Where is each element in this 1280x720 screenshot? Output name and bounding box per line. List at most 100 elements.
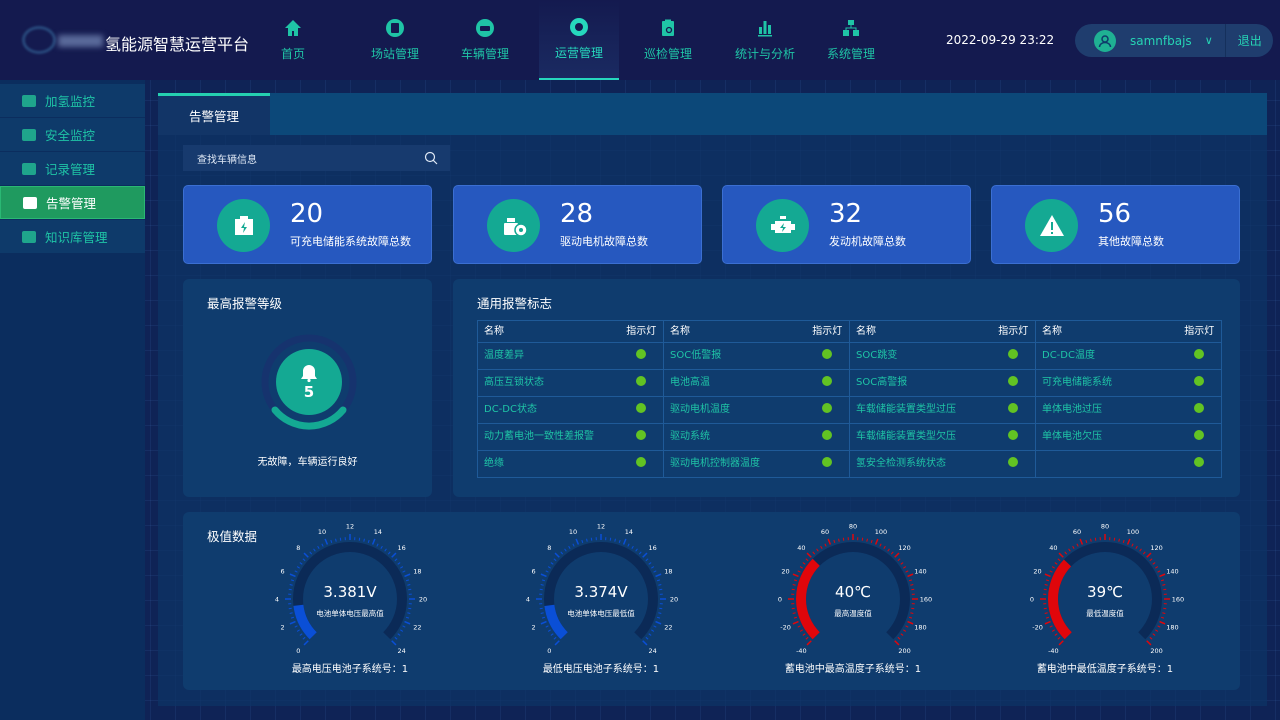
tab-alarm-management[interactable]: 告警管理 [158, 93, 270, 135]
gauge-tick [642, 640, 648, 646]
nav-1[interactable]: 场站管理 [355, 0, 435, 80]
gauge-tick-label: 120 [898, 544, 910, 552]
gauge-tick [805, 636, 809, 640]
app-title: 氢能源智慧运营平台 [105, 35, 250, 54]
gauge-tick-label: -20 [780, 623, 791, 631]
flag-name: 驱动系统 [663, 423, 806, 451]
gauge-tick-label: 20 [670, 596, 678, 604]
fault-count: 32 [829, 199, 863, 229]
gauge-tick-label: 40 [1049, 544, 1057, 552]
gauge-tick-label: 14 [625, 528, 633, 536]
logo-icon [22, 26, 56, 54]
flag-name: 单体电池过压 [1035, 396, 1178, 424]
user-menu[interactable]: samnfbajs ∨ 退出 [1075, 24, 1273, 57]
fault-label: 可充电储能系统故障总数 [290, 235, 411, 248]
gauge-tick [540, 573, 547, 578]
gauge-tick [1146, 640, 1152, 646]
header-lamp: 指示灯 [991, 320, 1036, 343]
gauge-tick-label: 0 [296, 647, 300, 655]
sidebar-item-2[interactable]: 记录管理 [0, 152, 145, 185]
nav-3[interactable]: 运营管理 [539, 0, 619, 80]
gauge-tick [1049, 625, 1053, 628]
gauge-tick [866, 538, 868, 542]
table-row: 温度差异 SOC低警报 SOC跳变 DC-DC温度 [477, 342, 1222, 370]
gauge-tick [883, 545, 886, 549]
gauge-tick [547, 566, 551, 569]
chevron-down-icon[interactable]: ∨ [1204, 34, 1213, 47]
alarm-flags-title: 通用报警标志 [477, 296, 553, 311]
fault-count-card[interactable]: 56 其他故障总数 [991, 185, 1240, 264]
gauge-tick [1045, 579, 1050, 582]
nav-0[interactable]: 首页 [253, 0, 333, 80]
logo-text-blurred [58, 35, 103, 47]
indicator-lamp [1177, 450, 1222, 478]
gauge-tick [1159, 620, 1166, 625]
bell-icon [301, 365, 317, 379]
gauge-fill [1048, 559, 1072, 640]
gauge-tick [907, 573, 914, 578]
username[interactable]: samnfbajs [1130, 33, 1192, 48]
gauge-tick [294, 570, 298, 573]
gauge-tick-label: 160 [1172, 596, 1184, 604]
flag-name: 温度差异 [477, 342, 620, 370]
fault-label: 驱动电机故障总数 [560, 235, 648, 248]
vehicle-search-input[interactable]: 查找车辆信息 [183, 145, 450, 171]
sidebar-item-3[interactable]: 告警管理 [0, 186, 145, 219]
gauge-tick-label: 60 [821, 528, 829, 536]
indicator-lamp [1177, 369, 1222, 397]
gauge-tick [618, 539, 621, 544]
gauge-tick-label: 12 [346, 524, 354, 531]
search-placeholder: 查找车辆信息 [197, 154, 257, 166]
gauge-tick [1068, 548, 1071, 552]
gauge-tick [658, 584, 662, 586]
gauge-tick [805, 558, 809, 562]
books-icon [22, 230, 36, 243]
sidebar-item-4[interactable]: 知识库管理 [0, 220, 145, 253]
gauge-tick [387, 551, 391, 555]
gauge-tick [290, 616, 295, 619]
sidebar-item-1[interactable]: 安全监控 [0, 118, 145, 151]
gauge-tick [547, 629, 551, 632]
gauge-tick-label: 100 [875, 528, 887, 536]
indicator-lamp [991, 423, 1036, 451]
gauge-tick [1072, 545, 1075, 549]
gauge-tick [1085, 539, 1088, 544]
gauge-tick [910, 584, 914, 586]
nav-4[interactable]: 巡检管理 [628, 0, 708, 80]
search-icon[interactable] [424, 151, 438, 165]
gauge-tick-label: 20 [1033, 568, 1041, 576]
fault-count-card[interactable]: 20 可充电储能系统故障总数 [183, 185, 432, 264]
gauge-tick [792, 620, 799, 625]
logout-button[interactable]: 退出 [1237, 34, 1262, 48]
gauge-tick-label: 24 [648, 647, 656, 655]
warning-icon [1025, 199, 1078, 252]
gauge-tick [642, 552, 648, 558]
header-name: 名称 [663, 320, 806, 343]
fault-count-card[interactable]: 28 驱动电机故障总数 [453, 185, 702, 264]
sidebar-item-0[interactable]: 加氢监控 [0, 84, 145, 117]
gauge-value: 40℃ [835, 583, 871, 601]
gauge-tick [553, 558, 557, 562]
fault-count-card[interactable]: 32 发动机故障总数 [722, 185, 971, 264]
gauge-tick [299, 562, 303, 565]
gauge-tick [797, 625, 801, 628]
nav-5[interactable]: 统计与分析 [725, 0, 805, 80]
gauge-tick [907, 620, 914, 625]
alarm-level-title: 最高报警等级 [207, 296, 283, 311]
sidebar: 加氢监控 安全监控 记录管理 告警管理 知识库管理 [0, 80, 145, 720]
gauge-tick [653, 570, 657, 573]
nav-6[interactable]: 系统管理 [811, 0, 891, 80]
gauge-tick [1149, 636, 1153, 640]
gauge-tick [905, 625, 909, 628]
indicator-lamp [619, 342, 664, 370]
gauge-tick [324, 538, 329, 545]
gauge-tick [541, 579, 546, 582]
nav-2[interactable]: 车辆管理 [445, 0, 525, 80]
gauge-tick [1135, 545, 1138, 549]
gauge-tick [404, 620, 411, 625]
gauge-tick [648, 562, 652, 565]
indicator-lamp [805, 396, 850, 424]
gauge-tick [806, 640, 812, 646]
flag-name: 动力蓄电池一致性差报警 [477, 423, 620, 451]
gauge-tick [1054, 633, 1058, 636]
